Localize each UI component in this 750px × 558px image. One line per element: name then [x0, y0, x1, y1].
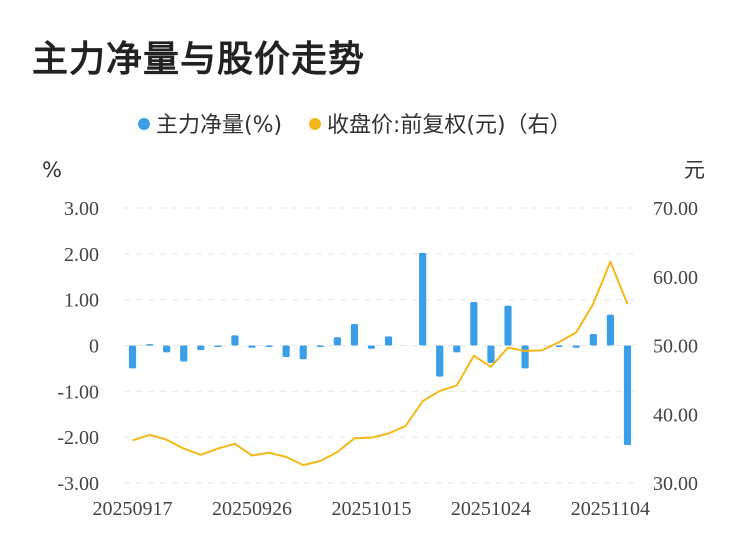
left-axis-unit: % [42, 158, 62, 182]
right-tick-label: 30.00 [653, 473, 698, 495]
x-tick-label: 20250926 [212, 498, 292, 520]
left-axis-ticks: 3.00 2.00 1.00 0 -1.00 -2.00 -3.00 [57, 198, 99, 495]
bar[interactable] [214, 345, 222, 348]
bar[interactable] [470, 301, 478, 346]
bar[interactable] [521, 345, 529, 369]
bar[interactable] [265, 345, 273, 348]
bar[interactable] [163, 345, 171, 353]
right-tick-label: 70.00 [653, 198, 698, 220]
bar[interactable] [333, 337, 341, 346]
bar[interactable] [555, 345, 563, 348]
chart-legend: 主力净量(%) 收盘价:前复权(元)（右） [138, 113, 572, 138]
bar[interactable] [384, 336, 393, 346]
bar[interactable] [316, 345, 324, 348]
bar[interactable] [572, 345, 580, 348]
bar[interactable] [248, 345, 256, 348]
x-tick-label: 20251015 [331, 498, 411, 520]
bar[interactable] [146, 344, 154, 346]
bar[interactable] [504, 305, 512, 346]
left-tick-label: -1.00 [57, 381, 99, 403]
bar[interactable] [487, 345, 495, 363]
legend-line-label[interactable]: 收盘价:前复权(元)（右） [327, 113, 572, 138]
bar[interactable] [436, 345, 444, 377]
left-tick-label: 1.00 [64, 290, 99, 312]
right-axis-ticks: 70.00 60.00 50.00 40.00 30.00 [653, 198, 698, 495]
bar[interactable] [299, 345, 307, 360]
page-title: 主力净量与股价走势 [32, 39, 366, 80]
x-tick-label: 20251104 [571, 498, 650, 520]
left-tick-label: 2.00 [64, 244, 99, 266]
left-tick-label: 0 [89, 336, 99, 358]
bar[interactable] [350, 323, 358, 346]
right-tick-label: 50.00 [653, 336, 698, 358]
bar[interactable] [180, 345, 188, 362]
x-tick-label: 20251024 [451, 498, 531, 520]
bar-series [128, 252, 632, 445]
left-tick-label: 3.00 [64, 198, 99, 220]
left-tick-label: -3.00 [57, 473, 99, 495]
bar[interactable] [231, 335, 239, 346]
bar[interactable] [367, 345, 376, 349]
grid-lines [124, 207, 636, 484]
legend-line-marker [309, 118, 321, 130]
price-line[interactable] [132, 260, 629, 467]
bar[interactable] [606, 314, 614, 346]
legend-bar-marker [138, 118, 150, 130]
bar[interactable] [589, 334, 597, 346]
bar[interactable] [282, 345, 290, 357]
bar[interactable] [623, 345, 632, 445]
bar[interactable] [453, 345, 461, 353]
legend-bar-label[interactable]: 主力净量(%) [156, 113, 282, 138]
bar[interactable] [197, 345, 205, 351]
bar[interactable] [128, 345, 137, 369]
line-series [132, 260, 629, 467]
left-tick-label: -2.00 [57, 427, 99, 449]
bar[interactable] [419, 252, 427, 346]
x-tick-label: 20250917 [93, 498, 173, 520]
right-tick-label: 60.00 [653, 267, 698, 289]
right-tick-label: 40.00 [653, 404, 698, 426]
right-axis-unit: 元 [684, 158, 705, 182]
x-axis-ticks: 20250917 20250926 20251015 20251024 20251104 [93, 498, 650, 520]
